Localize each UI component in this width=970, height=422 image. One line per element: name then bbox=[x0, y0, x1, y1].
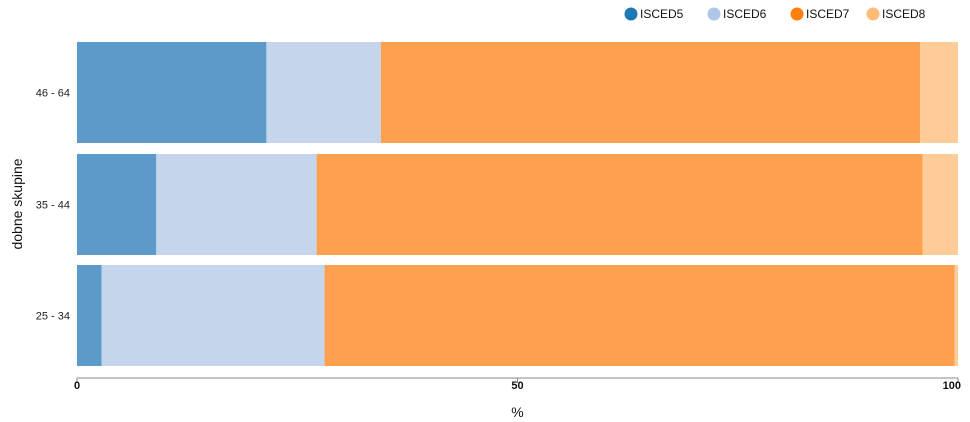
legend: ISCED5 ISCED6 ISCED7 ISCED8 bbox=[625, 7, 926, 21]
bar-isced6-0 bbox=[266, 42, 381, 143]
x-axis-title: % bbox=[511, 404, 523, 420]
bar-isced6-1 bbox=[156, 154, 316, 255]
legend-label: ISCED5 bbox=[640, 7, 684, 21]
legend-label: ISCED7 bbox=[806, 7, 850, 21]
legend-item-isced6[interactable]: ISCED6 bbox=[708, 7, 767, 21]
bar-isced8-2 bbox=[954, 265, 958, 366]
legend-item-isced8[interactable]: ISCED8 bbox=[867, 7, 926, 21]
x-tick-label: 0 bbox=[74, 380, 80, 392]
y-axis-ticks: 46 - 64 35 - 44 25 - 34 bbox=[36, 88, 70, 323]
bar-isced5-1 bbox=[77, 154, 156, 255]
bar-isced6-2 bbox=[102, 265, 325, 366]
bar-isced7-0 bbox=[381, 42, 920, 143]
y-tick-label: 46 - 64 bbox=[36, 88, 70, 100]
legend-swatch bbox=[708, 8, 721, 21]
bar-isced8-1 bbox=[923, 154, 958, 255]
legend-swatch bbox=[625, 8, 638, 21]
legend-swatch bbox=[791, 8, 804, 21]
bar-isced7-2 bbox=[325, 265, 955, 366]
bar-isced7-1 bbox=[317, 154, 923, 255]
y-tick-label: 35 - 44 bbox=[36, 200, 70, 212]
x-tick-label: 50 bbox=[511, 380, 523, 392]
x-axis-ticks: 0 50 100 bbox=[74, 378, 961, 392]
x-tick-label: 100 bbox=[943, 380, 961, 392]
legend-label: ISCED8 bbox=[882, 7, 926, 21]
y-axis-title: dobne skupine bbox=[9, 158, 25, 249]
bar-isced8-0 bbox=[920, 42, 958, 143]
bar-isced5-2 bbox=[77, 265, 102, 366]
legend-swatch bbox=[867, 8, 880, 21]
legend-item-isced7[interactable]: ISCED7 bbox=[791, 7, 850, 21]
y-tick-label: 25 - 34 bbox=[36, 311, 70, 323]
legend-item-isced5[interactable]: ISCED5 bbox=[625, 7, 684, 21]
bars bbox=[77, 42, 958, 366]
legend-label: ISCED6 bbox=[723, 7, 767, 21]
bar-isced5-0 bbox=[77, 42, 266, 143]
